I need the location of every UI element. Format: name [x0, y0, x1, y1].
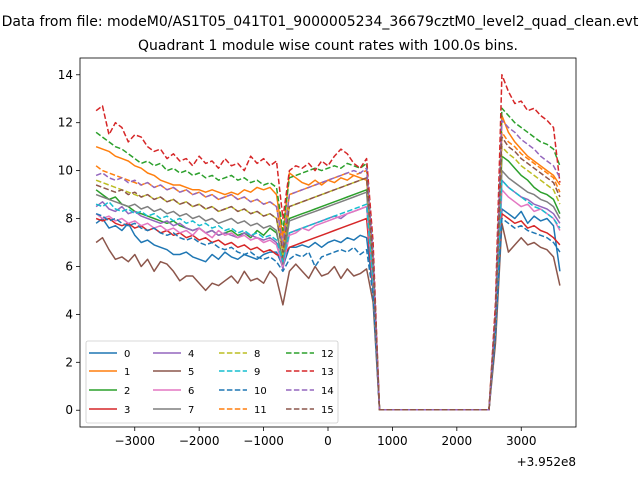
x-axis: −3000 −2000 −1000 0 1000 2000 3000 — [114, 427, 537, 448]
y-tick-label: 14 — [58, 68, 73, 82]
legend-label-13: 13 — [321, 367, 334, 378]
y-tick-label: 2 — [65, 355, 73, 369]
y-tick-label: 6 — [65, 259, 73, 273]
legend-label-10: 10 — [254, 386, 267, 397]
y-tick-label: 10 — [58, 164, 73, 178]
series-layer — [95, 74, 561, 411]
series-line-14 — [95, 119, 561, 411]
y-tick-label: 12 — [58, 116, 73, 130]
legend-label-2: 2 — [124, 386, 130, 397]
legend-label-11: 11 — [254, 405, 267, 416]
legend-label-6: 6 — [188, 386, 194, 397]
x-tick-label: 3000 — [506, 434, 537, 448]
legend-label-4: 4 — [188, 349, 194, 360]
x-tick-label: −1000 — [243, 434, 284, 448]
legend-label-15: 15 — [321, 405, 334, 416]
legend-label-1: 1 — [124, 367, 130, 378]
x-tick-label: 0 — [324, 434, 332, 448]
x-tick-label: 1000 — [377, 434, 408, 448]
x-tick-label: −3000 — [114, 434, 155, 448]
legend-label-9: 9 — [254, 367, 260, 378]
x-tick-label: 2000 — [442, 434, 473, 448]
legend-label-14: 14 — [321, 386, 334, 397]
chart-title: Quadrant 1 module wise count rates with … — [138, 38, 518, 54]
legend-label-7: 7 — [188, 405, 194, 416]
y-tick-label: 4 — [65, 307, 73, 321]
legend-label-0: 0 — [124, 349, 130, 360]
legend-label-5: 5 — [188, 367, 194, 378]
legend-frame — [85, 340, 339, 424]
series-line-15 — [95, 136, 561, 411]
x-tick-label: −2000 — [179, 434, 220, 448]
legend-label-12: 12 — [321, 349, 334, 360]
x-axis-offset-label: +3.952e8 — [517, 455, 576, 469]
series-line-9 — [95, 179, 561, 411]
y-axis: 0 2 4 6 8 10 12 14 — [58, 68, 80, 417]
y-tick-label: 8 — [65, 212, 73, 226]
chart-suptitle: Data from file: modeM0/AS1T05_041T01_900… — [2, 14, 639, 30]
legend-label-3: 3 — [124, 405, 130, 416]
series-line-11 — [95, 131, 561, 411]
y-tick-label: 0 — [65, 403, 73, 417]
legend-label-8: 8 — [254, 349, 260, 360]
